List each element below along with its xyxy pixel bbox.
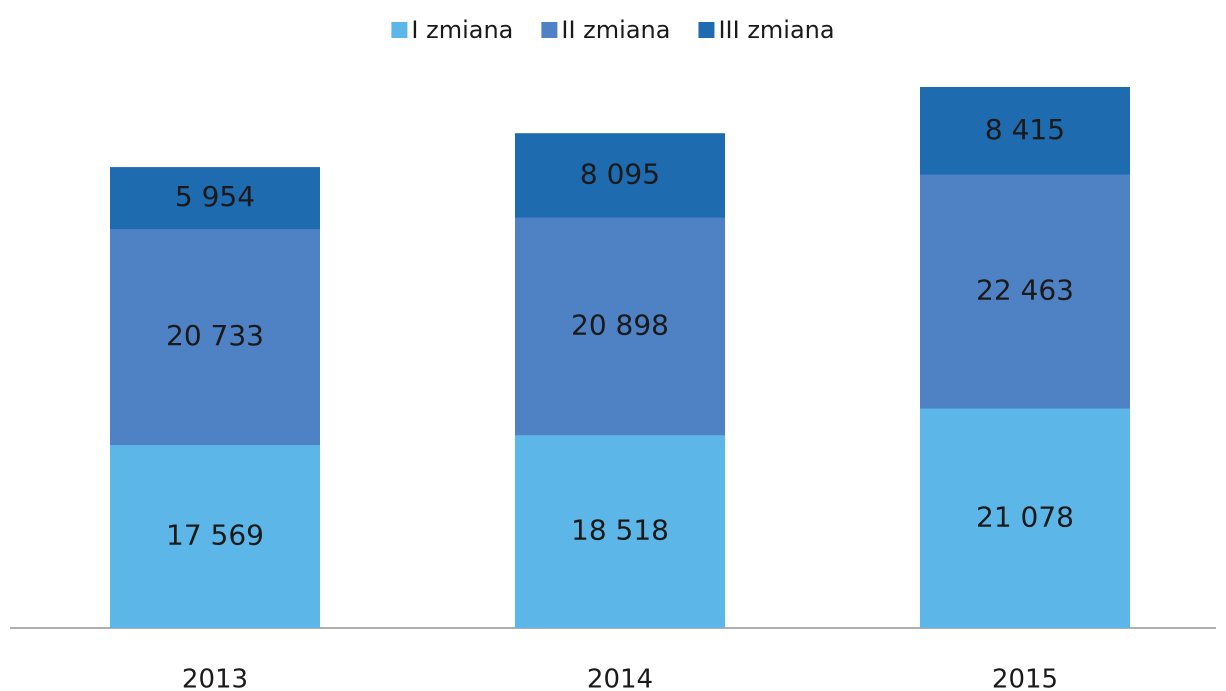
bar-shade [920,174,1130,409]
data-label: 8 415 [985,113,1065,146]
legend: I zmiana II zmiana III zmiana [391,16,835,44]
data-label: 20 898 [571,308,669,341]
data-label: 20 733 [166,319,264,352]
data-label: 8 095 [580,157,660,190]
legend-swatch [698,22,715,38]
bar-shade [920,408,1130,628]
data-label: 17 569 [166,519,264,552]
legend-label: I zmiana [411,16,513,44]
legend-label: II zmiana [561,16,670,44]
bar-shade [920,87,1130,175]
bar-shade [110,229,320,446]
bar-shade [515,435,725,628]
x-tick-label: 2013 [182,665,248,691]
x-tick-label: 2014 [587,665,653,691]
data-label: 18 518 [571,514,669,547]
bar-shade [515,217,725,436]
bar-shade [110,445,320,628]
data-label: 5 954 [175,180,255,213]
bar-shade [515,133,725,218]
data-label: 22 463 [976,274,1074,307]
legend-swatch [541,22,558,38]
data-label: 21 078 [976,500,1074,533]
legend-label: III zmiana [718,16,834,44]
bar-shade [110,167,320,230]
x-tick-label: 2015 [992,665,1058,691]
legend-swatch [391,22,408,38]
